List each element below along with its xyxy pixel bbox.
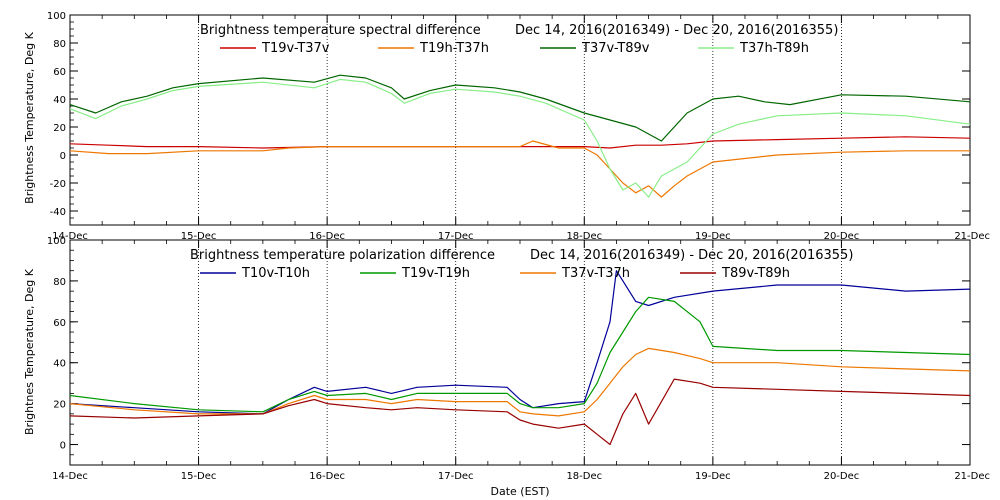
legend-label: T37v-T89v <box>581 41 650 56</box>
series-line-t19v-t19h <box>69 296 971 413</box>
legend-label: T19v-T37v <box>261 41 330 56</box>
y-tick-label: -20 <box>50 179 66 190</box>
series-line-t10v-t10h <box>69 270 971 415</box>
y-tick-label: 20 <box>53 400 66 411</box>
y-axis-ticks: -40 -20 0 20 40 60 80 100 <box>47 11 970 226</box>
legend-label: T37h-T89h <box>739 41 809 56</box>
x-tick-label: 21-Dec <box>954 231 990 242</box>
x-tick-label: 14-Dec <box>52 471 88 482</box>
x-tick-label: 17-Dec <box>438 231 474 242</box>
chart-title: Brightness temperature polarization diff… <box>190 248 495 263</box>
series-line-t37v-t89v <box>69 74 971 142</box>
polarization-difference-panel: 0 20 40 60 80 100 14-Dec 15-Dec 16-Dec 17-Dec 18-… <box>23 236 990 498</box>
legend-label: T19v-T19h <box>401 266 470 281</box>
x-tick-label: 20-Dec <box>824 471 860 482</box>
series-line-t89v-t89h <box>69 378 971 446</box>
x-tick-label: 15-Dec <box>181 231 217 242</box>
y-tick-label: -40 <box>50 207 66 218</box>
x-tick-label: 16-Dec <box>309 471 345 482</box>
x-tick-label: 14-Dec <box>52 231 88 242</box>
y-tick-label: 80 <box>53 39 66 50</box>
y-tick-label: 60 <box>53 318 66 329</box>
x-axis-ticks: 14-Dec 15-Dec 16-Dec 17-Dec 18-Dec 19-Dec 20-D… <box>52 15 990 242</box>
y-tick-label: 80 <box>53 277 66 288</box>
chart-date-range: Dec 14, 2016(2016349) - Dec 20, 2016(201… <box>515 23 838 38</box>
legend-label: T89v-T89h <box>721 266 790 281</box>
x-tick-label: 19-Dec <box>695 471 731 482</box>
chart-title: Brightness temperature spectral differen… <box>200 23 481 38</box>
x-tick-label: 15-Dec <box>181 471 217 482</box>
x-tick-label: 20-Dec <box>824 231 860 242</box>
x-axis-ticks: 14-Dec 15-Dec 16-Dec 17-Dec 18-Dec 19-Dec 20-D… <box>52 240 990 482</box>
series-lines <box>69 74 971 198</box>
x-tick-label: 17-Dec <box>438 471 474 482</box>
y-tick-label: 100 <box>47 11 66 22</box>
legend-label: T19h-T37h <box>419 41 489 56</box>
x-tick-label: 19-Dec <box>695 231 731 242</box>
y-tick-label: 60 <box>53 67 66 78</box>
x-tick-label: 16-Dec <box>309 231 345 242</box>
spectral-difference-panel: -40 -20 0 20 40 60 80 100 14-Dec 15-Dec 16-Dec 17-… <box>23 11 990 242</box>
x-tick-label: 18-Dec <box>566 231 602 242</box>
x-tick-label: 18-Dec <box>566 471 602 482</box>
series-line-t19v-t37v <box>69 136 971 149</box>
legend: T19v-T37v T19h-T37h T37v-T89v T37h-T89h <box>220 41 809 56</box>
x-tick-label: 21-Dec <box>954 471 990 482</box>
x-axis-label: Date (EST) <box>490 485 549 498</box>
y-tick-label: 100 <box>47 236 66 247</box>
legend: T10v-T10h T19v-T19h T37v-T37h T89v-T89h <box>200 266 790 281</box>
series-line-t37h-t89h <box>69 78 971 198</box>
chart-date-range: Dec 14, 2016(2016349) - Dec 20, 2016(201… <box>530 248 853 263</box>
legend-label: T10v-T10h <box>241 266 310 281</box>
legend-label: T37v-T37h <box>561 266 630 281</box>
y-tick-label: 40 <box>53 95 66 106</box>
y-axis-label: Brightnes Temperature, Deg K <box>23 268 36 435</box>
y-tick-label: 0 <box>60 441 66 452</box>
y-axis-label: Brightness Temperature, Deg K <box>23 31 36 203</box>
y-tick-label: 0 <box>60 151 66 162</box>
y-tick-label: 40 <box>53 359 66 370</box>
y-tick-label: 20 <box>53 123 66 134</box>
series-lines <box>69 270 971 446</box>
series-line-t19h-t37h <box>69 140 970 198</box>
series-line-t37v-t37h <box>69 347 971 417</box>
